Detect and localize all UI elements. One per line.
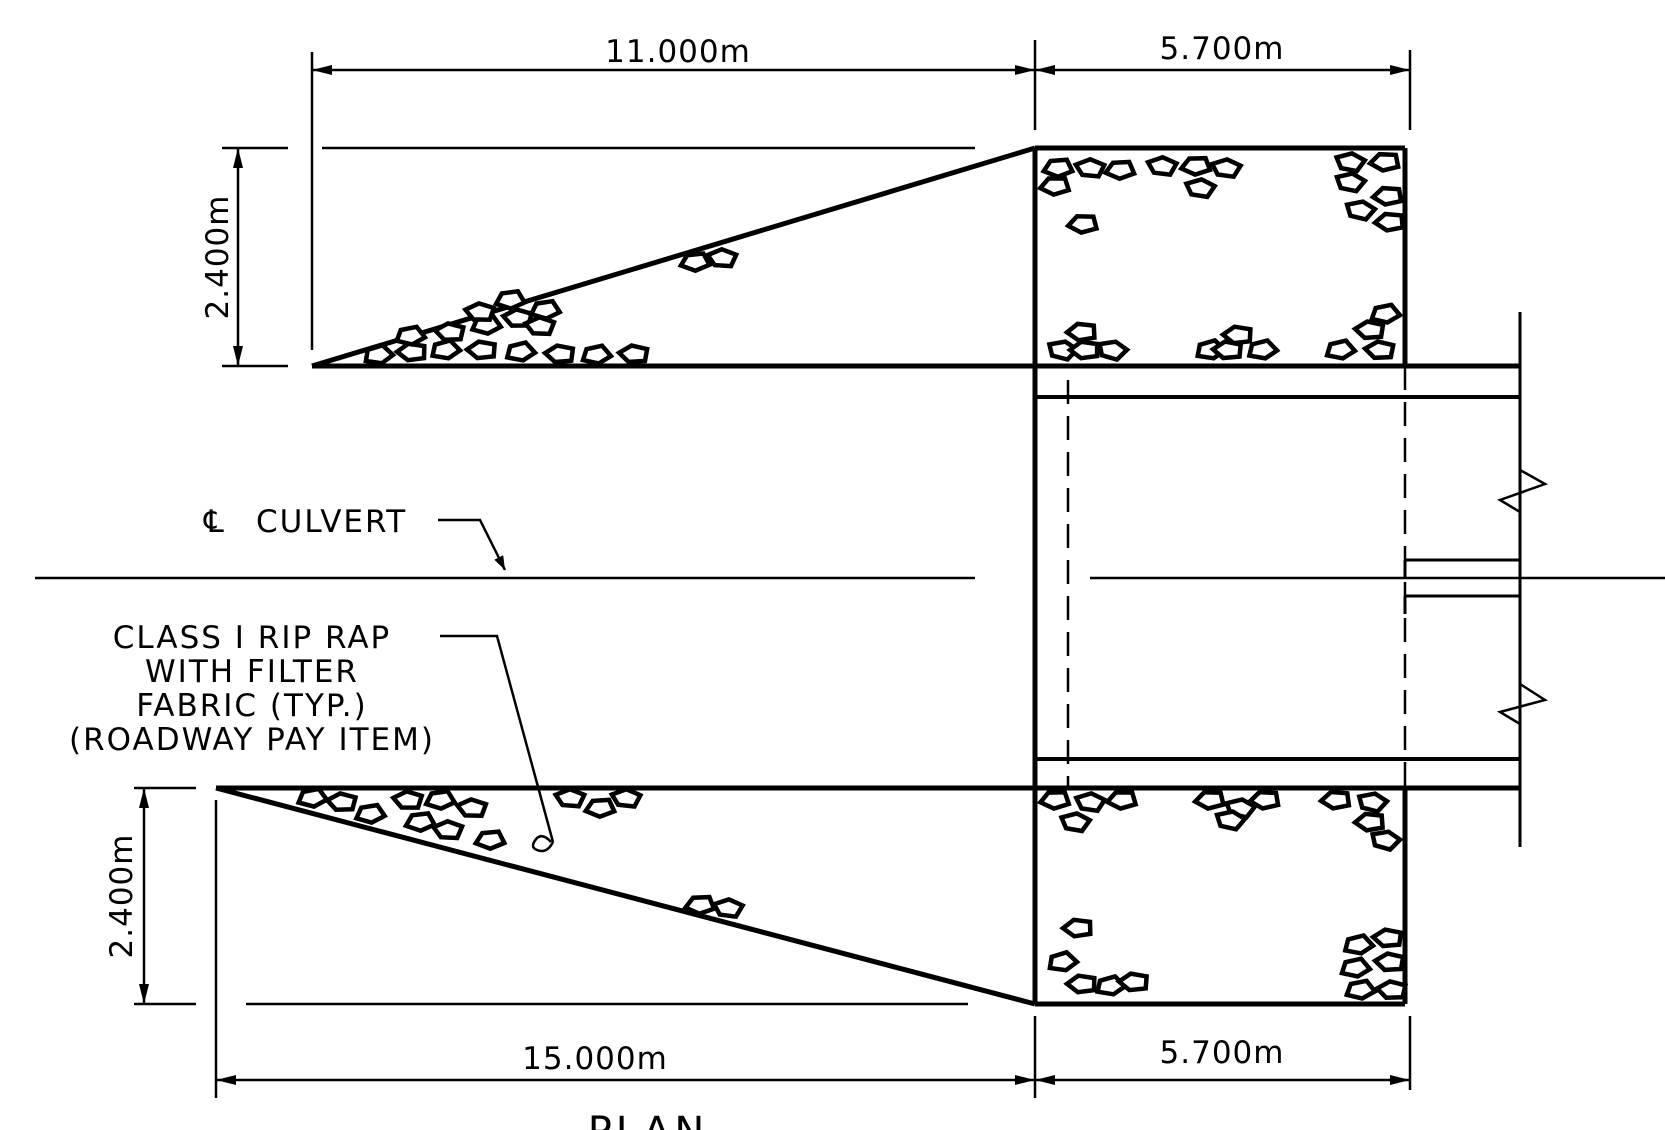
riprap-stone bbox=[1064, 214, 1100, 236]
riprap-stone bbox=[1369, 829, 1404, 853]
riprap-stone bbox=[1102, 159, 1138, 182]
riprap-stone bbox=[582, 797, 618, 820]
riprap-stone bbox=[1343, 978, 1379, 1001]
riprap-stone bbox=[1214, 809, 1249, 832]
bottom-right-apron bbox=[1032, 785, 1520, 1007]
riprap-stone bbox=[422, 788, 458, 812]
riprap-note-line-4: (ROADWAY PAY ITEM) bbox=[69, 722, 435, 758]
leader-lines bbox=[438, 518, 555, 853]
riprap-stone bbox=[710, 896, 746, 920]
riprap-stone bbox=[353, 802, 389, 826]
riprap-stone bbox=[393, 324, 429, 347]
riprap-note-line-3: FABRIC (TYP.) bbox=[136, 688, 367, 724]
riprap-note-line-1: CLASS I RIP RAP bbox=[113, 620, 391, 656]
riprap-stone bbox=[1183, 176, 1219, 200]
riprap-stone bbox=[608, 786, 644, 809]
riprap-stone bbox=[463, 339, 497, 361]
riprap-stone bbox=[704, 246, 740, 269]
riprap-stone bbox=[1036, 176, 1072, 198]
riprap-stone bbox=[1103, 790, 1139, 812]
view-title: PLAN bbox=[588, 1109, 709, 1130]
riprap-stone bbox=[1246, 789, 1281, 811]
bottom-left-wing bbox=[215, 785, 1036, 1007]
riprap-stone bbox=[1371, 211, 1406, 233]
riprap-stone bbox=[1371, 951, 1406, 973]
riprap-note-line-2: WITH FILTER bbox=[145, 654, 359, 690]
dim-top-wing-width: 2.400m bbox=[200, 195, 236, 320]
riprap-stone bbox=[1356, 791, 1391, 815]
riprap-stone bbox=[1047, 949, 1081, 973]
dimension-lines bbox=[134, 40, 1412, 1098]
riprap-stone bbox=[552, 786, 588, 809]
dim-bottom-right-length: 5.700m bbox=[1160, 1035, 1285, 1071]
riprap-stone bbox=[1351, 811, 1385, 833]
dim-bottom-wing-width: 2.400m bbox=[104, 834, 140, 959]
riprap-stone bbox=[295, 786, 331, 810]
riprap-stone bbox=[323, 790, 359, 812]
riprap-stone bbox=[1324, 338, 1359, 361]
dim-bottom-left-length: 15.000m bbox=[522, 1041, 668, 1077]
riprap-stone bbox=[1066, 339, 1100, 361]
culvert-barrel bbox=[1035, 312, 1549, 847]
riprap-stone bbox=[1059, 917, 1093, 939]
riprap-stone bbox=[1366, 151, 1401, 173]
riprap-stone bbox=[363, 342, 397, 366]
dim-top-left-length: 11.000m bbox=[605, 34, 751, 70]
riprap-stone bbox=[1063, 321, 1097, 343]
riprap-stone bbox=[1036, 790, 1072, 812]
riprap-stone bbox=[393, 341, 427, 363]
riprap-stone bbox=[1368, 302, 1404, 325]
riprap-stone bbox=[1373, 978, 1409, 1000]
riprap-stone bbox=[453, 796, 489, 819]
riprap-stone bbox=[1351, 319, 1386, 341]
riprap-stone bbox=[1246, 337, 1281, 361]
riprap-stone bbox=[1209, 339, 1244, 361]
riprap-stone bbox=[472, 829, 508, 852]
riprap-stone bbox=[1333, 150, 1369, 174]
riprap-stone bbox=[1073, 790, 1108, 814]
riprap-stone bbox=[1097, 339, 1131, 363]
riprap-stone bbox=[1369, 185, 1404, 207]
riprap-stone bbox=[402, 810, 438, 834]
riprap-stone bbox=[1369, 927, 1404, 949]
riprap-stones bbox=[295, 150, 1409, 1001]
riprap-stone bbox=[1177, 155, 1213, 178]
riprap-stone bbox=[521, 314, 557, 337]
riprap-stone bbox=[1317, 789, 1352, 811]
centerline-label: CULVERT bbox=[256, 504, 407, 540]
riprap-stone bbox=[1072, 156, 1108, 179]
riprap-stone bbox=[528, 298, 563, 322]
riprap-stone bbox=[1058, 810, 1094, 834]
riprap-stone bbox=[431, 320, 467, 342]
riprap-stone bbox=[615, 343, 650, 365]
riprap-stone bbox=[1115, 971, 1149, 993]
riprap-stone bbox=[1339, 956, 1374, 979]
riprap-stone bbox=[1191, 790, 1227, 812]
riprap-stone bbox=[580, 343, 615, 366]
riprap-stone bbox=[1208, 156, 1244, 180]
riprap-stone bbox=[1344, 199, 1379, 222]
riprap-stone bbox=[1333, 171, 1369, 194]
riprap-stone bbox=[681, 894, 717, 917]
riprap-stone bbox=[429, 337, 464, 361]
riprap-stone bbox=[430, 818, 466, 841]
centerline-symbol: ℄ bbox=[203, 504, 226, 540]
riprap-stone bbox=[1342, 932, 1377, 956]
top-right-apron bbox=[1032, 145, 1520, 788]
dim-top-right-length: 5.700m bbox=[1160, 31, 1285, 67]
riprap-stone bbox=[1040, 157, 1076, 180]
riprap-stone bbox=[492, 288, 528, 312]
riprap-stone bbox=[1361, 339, 1396, 361]
riprap-stone bbox=[461, 300, 497, 322]
riprap-stone bbox=[1063, 973, 1097, 995]
riprap-stone bbox=[504, 339, 539, 363]
riprap-stone bbox=[677, 251, 713, 274]
riprap-stone bbox=[541, 343, 576, 365]
riprap-stone bbox=[1144, 154, 1180, 178]
riprap-stone bbox=[389, 788, 425, 810]
